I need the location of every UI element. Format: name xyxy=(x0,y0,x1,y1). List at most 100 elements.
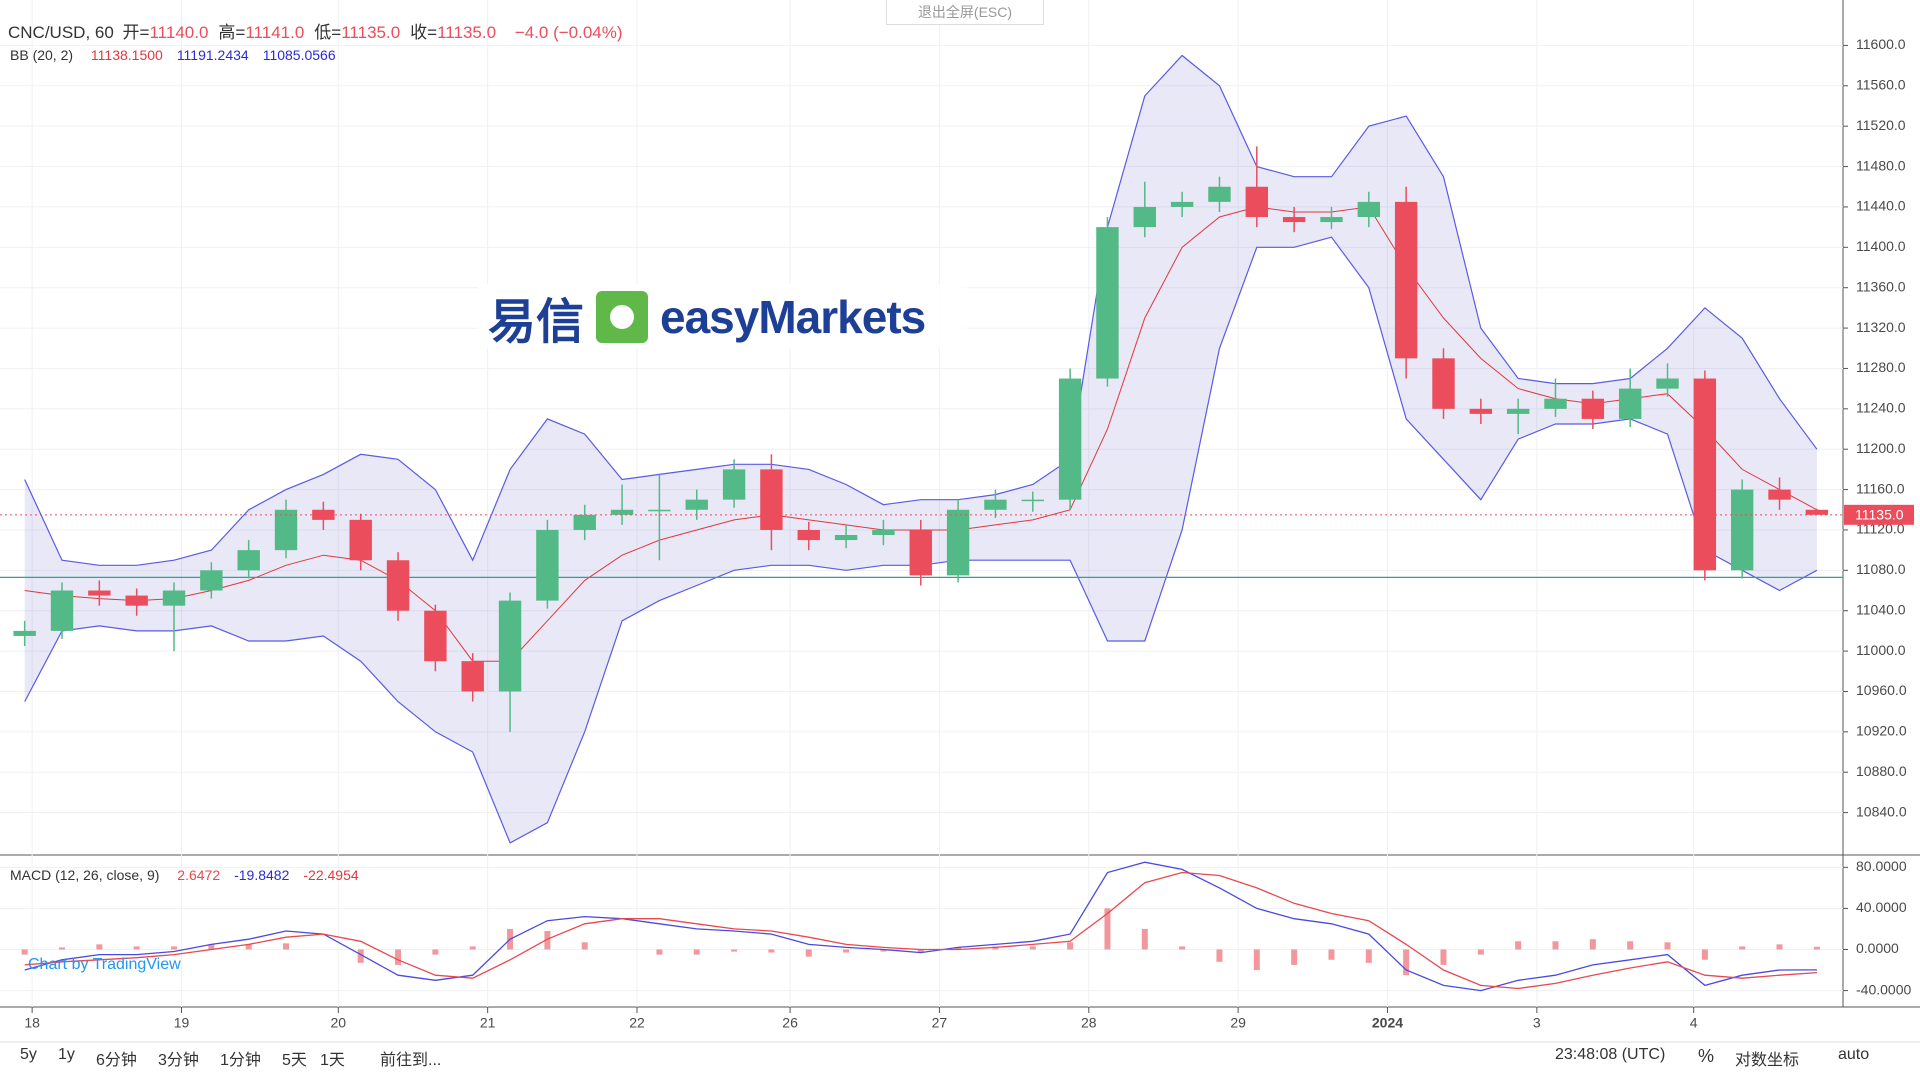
candle-body xyxy=(1208,186,1231,202)
histogram-bar xyxy=(917,949,924,953)
candle-body xyxy=(50,590,74,631)
macd-value: -22.4954 xyxy=(303,867,359,883)
macd-value: 2.6472 xyxy=(177,867,221,883)
x-tick-label: 28 xyxy=(1081,1015,1097,1031)
y-tick-label: 11160.0 xyxy=(1856,480,1905,496)
bb-value: 11085.0566 xyxy=(262,47,336,63)
bb-name[interactable]: BB (20, 2) xyxy=(10,47,74,63)
x-tick-label: 20 xyxy=(331,1015,347,1031)
y-tick-label: 10920.0 xyxy=(1856,723,1907,739)
y-tick-label: 10960.0 xyxy=(1856,682,1907,698)
exit-fullscreen[interactable]: 退出全屏(ESC) xyxy=(886,0,1044,25)
histogram-bar xyxy=(59,947,66,950)
last-price-box xyxy=(1844,504,1914,525)
candle-body xyxy=(1768,489,1791,500)
watermark-en: easyMarkets xyxy=(660,290,926,343)
histogram-bar xyxy=(1589,939,1596,950)
x-tick-label: 29 xyxy=(1230,1015,1246,1031)
histogram-bar xyxy=(1365,949,1372,963)
range-button[interactable]: 5y xyxy=(20,1046,37,1063)
y-tick-label: 11200.0 xyxy=(1856,440,1906,456)
histogram-bar xyxy=(133,946,140,950)
range-button[interactable]: 1天 xyxy=(320,1052,345,1069)
candle-body xyxy=(1357,201,1381,218)
x-tick-label: 22 xyxy=(629,1015,645,1031)
histogram-bar xyxy=(1179,946,1186,950)
candle-body xyxy=(1432,358,1455,409)
histogram-bar xyxy=(731,949,738,952)
candle-body xyxy=(1320,217,1343,223)
candle-body xyxy=(760,469,783,530)
last-price-label: 11135.0 xyxy=(1855,507,1904,523)
histogram-bar xyxy=(1664,942,1671,950)
x-tick-label: 19 xyxy=(174,1015,190,1031)
histogram-bar xyxy=(208,944,215,950)
y-tick-label: 0.0000 xyxy=(1856,940,1899,956)
y-tick-label: 11400.0 xyxy=(1856,238,1906,254)
y-tick-label: 11600.0 xyxy=(1856,36,1906,52)
histogram-bar xyxy=(1104,908,1111,950)
candle-body xyxy=(909,529,932,576)
bb-value: 11138.1500 xyxy=(90,47,163,63)
histogram-bar xyxy=(581,942,588,950)
range-button[interactable]: 1分钟 xyxy=(220,1052,261,1069)
symbol[interactable]: CNC/USD, 60 xyxy=(8,23,114,42)
attribution[interactable]: Chart by TradingView xyxy=(28,956,181,973)
histogram-bar xyxy=(1776,944,1783,950)
histogram-bar xyxy=(1515,941,1522,950)
histogram-bar xyxy=(1552,941,1559,950)
candle-body xyxy=(610,509,634,515)
log-button[interactable]: 对数坐标 xyxy=(1735,1052,1800,1069)
histogram-bar xyxy=(469,946,476,950)
ohlc-value: 11140.0 xyxy=(149,23,209,42)
x-tick-label: 4 xyxy=(1690,1015,1698,1031)
candle-body xyxy=(1282,217,1306,223)
goto-button[interactable]: 前往到... xyxy=(380,1052,442,1069)
y-tick-label: 11000.0 xyxy=(1856,642,1906,658)
candle-body xyxy=(498,600,522,692)
candle-body xyxy=(1133,206,1156,228)
candle-body xyxy=(461,661,484,692)
x-tick-label: 27 xyxy=(932,1015,948,1031)
y-tick-label: 11320.0 xyxy=(1856,319,1906,335)
candle-body xyxy=(88,590,111,596)
y-tick-label: 11440.0 xyxy=(1856,198,1906,214)
candle-body xyxy=(984,499,1007,510)
auto-button[interactable]: auto xyxy=(1838,1046,1870,1063)
candle-body xyxy=(648,509,671,512)
candle-body xyxy=(1656,378,1679,389)
histogram-bar xyxy=(1291,949,1298,965)
candle-body xyxy=(685,499,708,510)
y-tick-label: 11360.0 xyxy=(1856,278,1906,294)
candle-body xyxy=(1581,398,1605,419)
percent-button[interactable]: % xyxy=(1698,1046,1715,1066)
x-tick-label: 2024 xyxy=(1372,1015,1403,1031)
x-tick-label: 26 xyxy=(782,1015,798,1031)
ohlc-value: 11135.0 xyxy=(341,23,401,42)
candle-body xyxy=(1170,201,1194,207)
ohlc-value: 11135.0 xyxy=(437,23,497,42)
histogram-bar xyxy=(1440,949,1447,965)
macd-name[interactable]: MACD (12, 26, close, 9) xyxy=(10,867,160,883)
candle-body xyxy=(237,550,260,571)
histogram-bar xyxy=(1328,949,1335,960)
range-button[interactable]: 6分钟 xyxy=(96,1052,137,1069)
range-button[interactable]: 3分钟 xyxy=(158,1052,199,1069)
histogram-bar xyxy=(171,946,178,950)
y-tick-label: 11240.0 xyxy=(1856,400,1906,416)
candle-body xyxy=(125,595,148,606)
candle-body xyxy=(1245,186,1269,218)
candle-body xyxy=(13,630,36,636)
histogram-bar xyxy=(843,949,850,953)
macd-legend: MACD (12, 26, close, 9) 2.6472 -19.8482 -2… xyxy=(10,867,363,883)
histogram-bar xyxy=(432,949,439,955)
range-button[interactable]: 1y xyxy=(58,1046,75,1063)
histogram-bar xyxy=(1141,928,1148,950)
histogram-bar xyxy=(283,943,290,950)
logo xyxy=(596,290,649,343)
range-button[interactable]: 5天 xyxy=(282,1052,307,1069)
ohlc-value: 11141.0 xyxy=(245,23,305,42)
candle-body xyxy=(946,509,970,576)
candle-body xyxy=(834,535,858,541)
bb-band xyxy=(24,55,1817,843)
